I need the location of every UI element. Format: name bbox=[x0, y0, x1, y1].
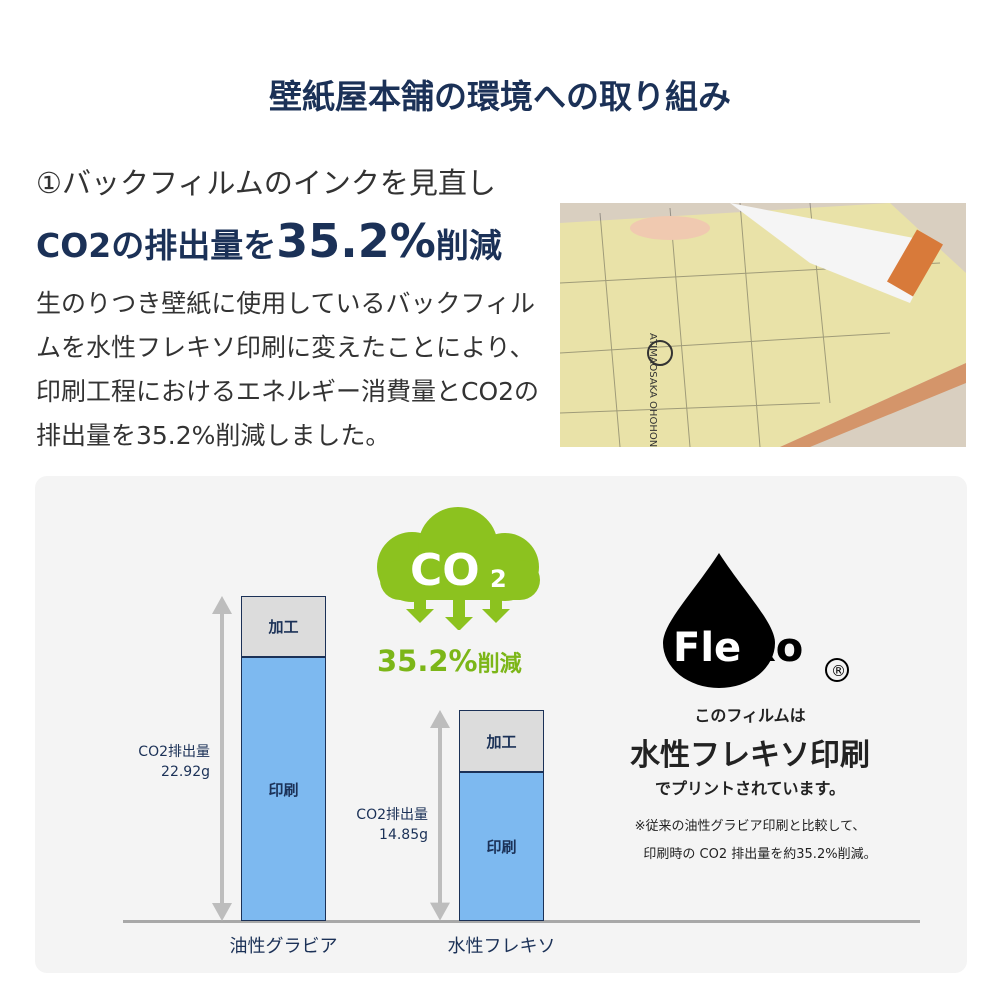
product-photo: ATIMAOSAKA OHOHON bbox=[560, 203, 966, 447]
reduction-label: 削減 bbox=[477, 652, 522, 677]
section-subtitle: ①バックフィルムのインクを見直し bbox=[36, 166, 496, 200]
total-arrow-icon bbox=[212, 596, 232, 921]
co2-subscript: 2 bbox=[490, 565, 507, 593]
bar-segment-print: 印刷 bbox=[241, 657, 326, 921]
reduction-value: 35.2% bbox=[377, 644, 478, 678]
film-roll-illustration: ATIMAOSAKA OHOHON bbox=[560, 203, 966, 447]
bar-segment-print: 印刷 bbox=[459, 772, 544, 921]
category-label: 水性フレキソ bbox=[447, 936, 556, 957]
headline-value: 35.2% bbox=[276, 214, 436, 268]
flexo-note1: ※従来の油性グラビア印刷と比較して、 bbox=[634, 819, 866, 834]
category-label: 油性グラビア bbox=[229, 936, 338, 957]
section-body: 生のりつき壁紙に使用しているバックフィルムを水性フレキソ印刷に変えたことにより、… bbox=[36, 289, 540, 450]
bar-segment-process: 加工 bbox=[241, 596, 326, 658]
reduction-badge: 35.2%削減 bbox=[377, 644, 522, 678]
registered-mark: ® bbox=[831, 662, 846, 680]
bar-segment-process: 加工 bbox=[459, 710, 544, 773]
total-label: CO2排出量 bbox=[356, 807, 428, 824]
headline-post: 削減 bbox=[435, 226, 502, 265]
flexo-note2: 印刷時の CO2 排出量を約35.2%削減。 bbox=[643, 847, 877, 862]
flexo-drop-logo: Fle xo ® bbox=[663, 553, 849, 688]
page-title: 壁紙屋本舗の環境への取り組み bbox=[269, 77, 731, 116]
photo-label: ATIMAOSAKA OHOHON bbox=[647, 333, 658, 447]
flexo-line3: でプリントされています。 bbox=[655, 779, 845, 798]
co2-cloud-icon: CO 2 bbox=[377, 507, 540, 630]
headline-pre: CO2の排出量を bbox=[36, 226, 277, 265]
chart-baseline bbox=[123, 920, 920, 923]
total-value: 22.92g bbox=[161, 764, 210, 781]
co2-text: CO bbox=[410, 545, 480, 596]
flexo-line1: このフィルムは bbox=[694, 706, 806, 725]
flexo-logo-text: Fle bbox=[673, 625, 741, 671]
total-value: 14.85g bbox=[379, 827, 428, 844]
flexo-logo-text-outside: xo bbox=[750, 625, 803, 671]
flexo-line2: 水性フレキソ印刷 bbox=[630, 738, 870, 773]
total-label: CO2排出量 bbox=[138, 744, 210, 761]
total-arrow-icon bbox=[430, 710, 450, 921]
section-headline: CO2の排出量を35.2%削減 bbox=[36, 214, 502, 268]
